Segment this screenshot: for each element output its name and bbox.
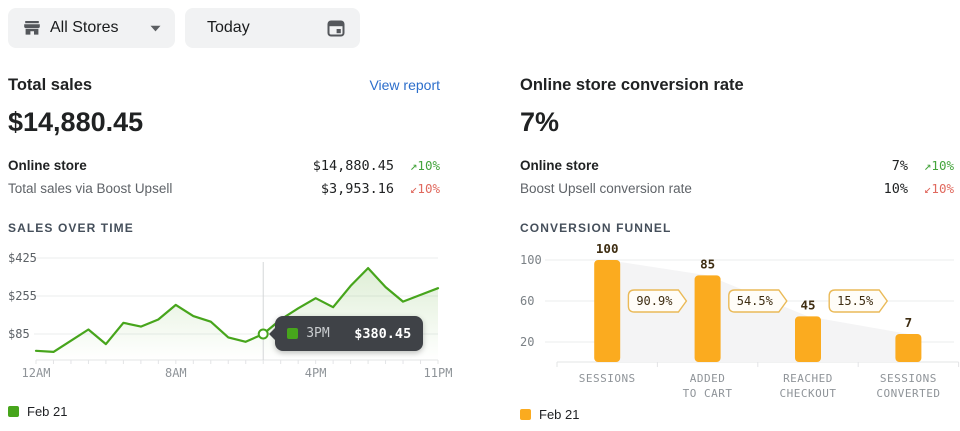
conversion-rate-title: Online store conversion rate [520, 76, 744, 94]
metric-label: Online store [520, 158, 599, 173]
arrow-down-left-icon: ↙ [409, 181, 418, 196]
svg-text:8AM: 8AM [165, 366, 187, 380]
svg-text:REACHED: REACHED [783, 372, 833, 385]
metric-row-boost-upsell: Boost Upsell conversion rate 10% ↙10% [520, 177, 954, 200]
total-sales-metrics: Online store $14,880.45 ↗10% Total sales… [8, 154, 440, 200]
svg-text:SESSIONS: SESSIONS [880, 372, 937, 385]
date-selector[interactable]: Today [185, 8, 360, 48]
svg-text:100: 100 [596, 241, 619, 256]
sales-over-time-chart[interactable]: $425 $255 $85 12AM 8AM 4PM 11PM 3PM $380.45 [8, 248, 452, 380]
svg-text:90.9%: 90.9% [636, 294, 673, 308]
conversion-rate-panel: Online store conversion rate 7% Online s… [520, 56, 960, 422]
svg-text:CONVERTED: CONVERTED [876, 387, 940, 400]
svg-text:15.5%: 15.5% [837, 294, 874, 308]
delta-up-badge: ↗10% [409, 158, 440, 173]
sales-over-time-title: SALES OVER TIME [8, 221, 134, 235]
svg-text:20: 20 [520, 335, 534, 349]
metric-value: $3,953.16 [320, 180, 394, 197]
date-selector-label: Today [207, 19, 250, 36]
arrow-down-left-icon: ↙ [923, 181, 932, 196]
metric-row-online-store: Online store $14,880.45 ↗10% [8, 154, 440, 177]
svg-text:12AM: 12AM [22, 366, 51, 380]
svg-text:54.5%: 54.5% [737, 294, 774, 308]
total-sales-value: $14,880.45 [8, 107, 144, 137]
legend-label: Feb 21 [27, 403, 68, 419]
conversion-funnel-title: CONVERSION FUNNEL [520, 221, 672, 235]
legend-label: Feb 21 [539, 406, 580, 422]
metric-row-boost-upsell: Total sales via Boost Upsell $3,953.16 ↙… [8, 177, 440, 200]
chevron-down-icon [150, 25, 161, 32]
funnel-legend: Feb 21 [520, 406, 954, 422]
svg-text:85: 85 [700, 256, 715, 271]
arrow-up-right-icon: ↗ [409, 158, 418, 173]
view-report-link[interactable]: View report [369, 77, 440, 93]
svg-text:TO CART: TO CART [683, 387, 733, 400]
metric-row-online-store: Online store 7% ↗10% [520, 154, 954, 177]
delta-down-badge: ↙10% [923, 181, 954, 196]
topbar: All Stores Today [0, 0, 960, 56]
svg-text:100: 100 [520, 253, 542, 267]
svg-text:SESSIONS: SESSIONS [579, 372, 636, 385]
svg-text:11PM: 11PM [424, 366, 453, 380]
svg-text:$255: $255 [8, 289, 37, 303]
svg-text:7: 7 [905, 315, 913, 330]
svg-text:60: 60 [520, 294, 534, 308]
total-sales-panel: Total sales View report $14,880.45 Onlin… [8, 56, 452, 419]
metric-value: $14,880.45 [312, 157, 394, 174]
conversion-rate-value: 7% [520, 107, 560, 137]
delta-up-badge: ↗10% [923, 158, 954, 173]
svg-text:$425: $425 [8, 251, 37, 265]
tooltip-series-swatch [287, 328, 299, 339]
sales-legend: Feb 21 [8, 403, 440, 419]
legend-swatch-orange [520, 408, 531, 420]
svg-text:$85: $85 [8, 327, 30, 341]
chart-tooltip: 3PM $380.45 [269, 316, 424, 351]
metric-value: 7% [891, 157, 908, 174]
calendar-icon [326, 18, 346, 38]
tooltip-value: $380.45 [354, 325, 412, 342]
metric-label: Online store [8, 158, 87, 173]
svg-text:ADDED: ADDED [690, 372, 726, 385]
tooltip-time: 3PM [306, 326, 330, 341]
conversion-rate-metrics: Online store 7% ↗10% Boost Upsell conver… [520, 154, 954, 200]
store-selector[interactable]: All Stores [8, 8, 175, 48]
svg-text:45: 45 [800, 297, 815, 312]
metric-label: Total sales via Boost Upsell [8, 181, 173, 196]
total-sales-title: Total sales [8, 76, 93, 94]
svg-text:CHECKOUT: CHECKOUT [780, 387, 837, 400]
delta-down-badge: ↙10% [409, 181, 440, 196]
arrow-up-right-icon: ↗ [923, 158, 932, 173]
store-icon [22, 18, 42, 38]
conversion-funnel-chart[interactable]: 100 60 20 100 85 45 7 90.9% 54.5% 15.5% SESSIONS AD… [520, 241, 960, 402]
metric-label: Boost Upsell conversion rate [520, 181, 692, 196]
store-selector-label: All Stores [50, 19, 119, 36]
svg-text:4PM: 4PM [305, 366, 327, 380]
legend-swatch-green [8, 405, 19, 417]
metric-value: 10% [883, 180, 908, 197]
